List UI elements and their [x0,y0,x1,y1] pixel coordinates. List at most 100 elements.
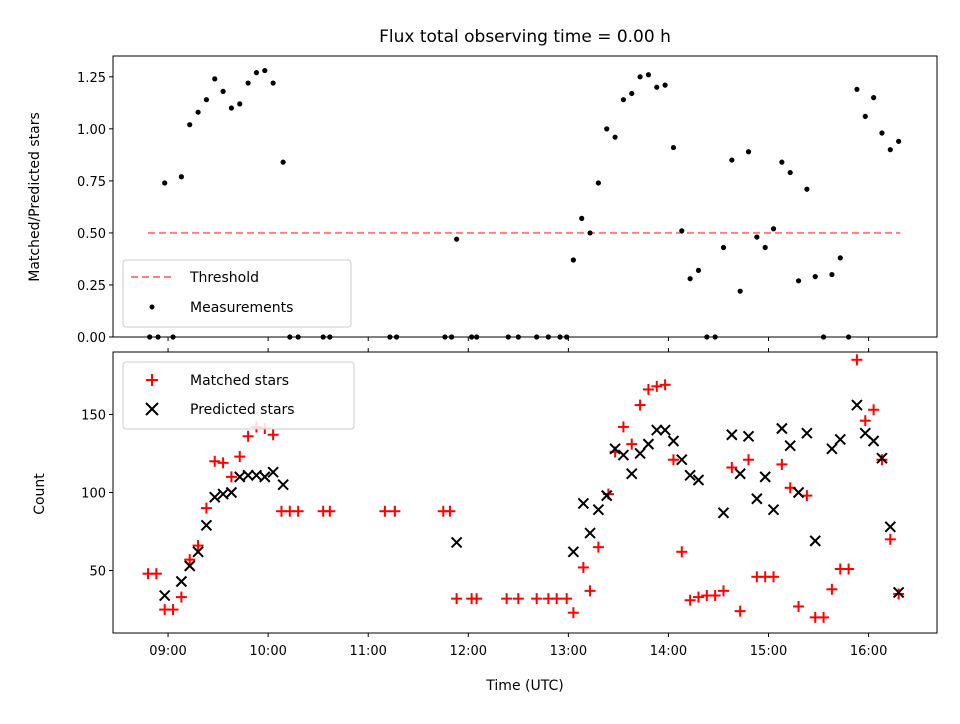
bottom-x-ticks: 09:00 10:00 11:00 12:00 13:00 14:00 15:00 16:00 [149,348,887,659]
matched-star-point [567,607,579,619]
measurement-point [670,144,677,151]
predicted-star-point [809,535,821,547]
matched-star-point [242,430,254,442]
measurement-point [879,130,885,136]
measurement-point [270,80,276,86]
matched-star-point [592,541,604,553]
predicted-star-point [584,527,596,539]
predicted-star-point [567,546,580,558]
measurement-point [155,334,161,340]
matched-star-point [843,563,855,575]
predicted-star-point [751,493,763,505]
x-tick-label: 12:00 [450,644,487,659]
top-legend-frame [122,259,352,328]
measurement-point [545,334,551,340]
measurement-point [187,122,193,128]
matched-star-point [512,593,524,605]
matched-star-point [876,454,888,466]
measurement-point [871,95,877,101]
legend-predicted-label: Predicted stars [190,402,295,418]
matched-star-point [531,593,543,605]
chart-title: Flux total observing time = 0.00 h [379,27,671,47]
bottom-y-tick-label: 100 [81,487,106,502]
top-y-tick-label: 1.25 [77,71,106,86]
measurement-point [579,215,585,221]
measurement-point [170,334,176,340]
measurement-point [662,82,668,88]
predicted-star-point [209,491,221,503]
matched-star-point [642,383,654,395]
x-tick-label: 09:00 [149,644,186,659]
matched-star-point [851,354,863,366]
matched-star-point [217,457,229,469]
measurement-point [729,157,735,163]
measurement-point [829,271,835,278]
predicted-star-point [734,468,746,480]
measurement-point [534,334,540,340]
measurement-point [237,101,243,107]
measurement-point [762,244,768,251]
predicted-star-point [792,486,805,499]
matched-star-point [225,471,237,483]
measurement-point [612,134,618,140]
predicted-star-point [609,443,621,455]
matched-star-point [651,380,663,392]
measurement-point [393,334,400,340]
matched-star-point [267,429,279,441]
top-legend: Threshold Measurements [122,259,352,328]
predicted-star-point [277,478,289,491]
matched-star-point [684,594,696,606]
measurement-point [695,267,702,273]
matched-star-point [893,588,905,600]
top-y-tick-label: 0.25 [77,279,106,294]
measurement-point [712,334,718,340]
legend-threshold-label: Threshold [189,270,259,286]
legend-measurements-swatch [149,304,155,310]
measurement-point [720,244,727,251]
predicted-star-point [801,427,813,439]
measurement-point [645,72,652,78]
predicted-star-point [834,433,846,446]
measurement-point [595,180,601,186]
predicted-star-point [884,521,897,533]
x-tick-label: 10:00 [249,644,286,659]
matched-star-point [389,505,401,517]
matched-star-point [667,454,679,466]
matched-star-point [577,561,589,573]
matched-star-point [734,605,746,617]
predicted-star-point [767,503,780,516]
bottom-x-axis-label: Time (UTC) [485,678,563,694]
predicted-star-point [159,589,171,602]
predicted-star-point [642,438,655,450]
top-panel: Matched/Predicted stars 0.00 0.25 0.50 0.75… [27,55,938,346]
measurement-point [454,236,460,242]
measurement-point [812,274,818,280]
measurement-point [587,230,593,236]
measurement-point [787,169,793,176]
measurement-point [896,138,902,144]
measurement-point [804,186,810,192]
predicted-star-point [450,536,463,549]
matched-star-point [626,438,638,450]
measurement-point [449,334,455,340]
x-tick-label: 15:00 [750,644,787,659]
matched-star-point [444,505,456,517]
measurement-point [515,334,521,340]
matched-star-point [167,604,179,616]
predicted-star-point [259,471,271,483]
predicted-star-point [742,430,755,443]
matched-star-point [801,490,813,502]
matched-star-point [768,571,780,583]
measurement-point [178,174,184,180]
measurement-point [737,288,743,294]
matched-star-point [292,505,304,517]
predicted-star-point [577,497,590,510]
top-y-ticks: 0.00 0.25 0.50 0.75 1.00 1.25 [77,71,113,346]
bottom-y-tick-label: 150 [81,408,106,423]
measurement-point [203,97,210,103]
measurement-point [564,334,570,340]
measurement-point [442,334,448,340]
measurement-point [505,334,511,340]
legend-measurements-label: Measurements [190,300,293,316]
